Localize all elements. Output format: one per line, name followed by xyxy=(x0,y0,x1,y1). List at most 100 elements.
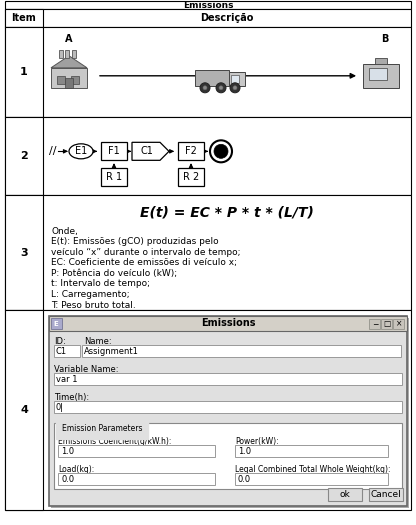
Circle shape xyxy=(203,86,207,90)
Text: EC: Coeficiente de emissões di veículo x;: EC: Coeficiente de emissões di veículo x… xyxy=(51,258,237,268)
FancyBboxPatch shape xyxy=(178,142,204,160)
FancyBboxPatch shape xyxy=(72,50,76,58)
FancyBboxPatch shape xyxy=(51,318,409,508)
Text: Cancel: Cancel xyxy=(371,490,401,499)
Circle shape xyxy=(210,140,232,162)
Circle shape xyxy=(233,86,237,90)
Text: 0.0: 0.0 xyxy=(238,475,251,484)
FancyBboxPatch shape xyxy=(49,316,407,331)
FancyBboxPatch shape xyxy=(54,423,402,489)
Text: 1.0: 1.0 xyxy=(238,446,251,456)
Text: C1: C1 xyxy=(141,146,154,156)
Text: E(t) = EC * P * t * (L/T): E(t) = EC * P * t * (L/T) xyxy=(140,206,314,220)
Text: Emissions: Emissions xyxy=(201,319,255,329)
FancyBboxPatch shape xyxy=(231,75,239,83)
FancyBboxPatch shape xyxy=(5,9,411,27)
FancyBboxPatch shape xyxy=(195,70,229,86)
Circle shape xyxy=(230,83,240,93)
Text: E1: E1 xyxy=(75,146,87,156)
Text: Descrição: Descrição xyxy=(201,13,254,23)
Text: var 1: var 1 xyxy=(56,374,77,383)
FancyBboxPatch shape xyxy=(59,50,63,58)
FancyBboxPatch shape xyxy=(5,1,411,9)
FancyBboxPatch shape xyxy=(5,195,43,310)
Circle shape xyxy=(214,144,228,159)
FancyBboxPatch shape xyxy=(51,318,62,329)
FancyBboxPatch shape xyxy=(57,76,65,84)
FancyBboxPatch shape xyxy=(49,316,407,506)
Text: Name:: Name: xyxy=(84,337,111,346)
FancyBboxPatch shape xyxy=(369,68,387,80)
Text: Power(kW):: Power(kW): xyxy=(235,437,279,446)
Text: 3: 3 xyxy=(20,247,28,257)
Text: Item: Item xyxy=(12,13,36,23)
Text: Emissions: Emissions xyxy=(183,1,233,9)
Ellipse shape xyxy=(69,144,93,159)
FancyBboxPatch shape xyxy=(363,64,399,88)
FancyBboxPatch shape xyxy=(82,345,401,357)
Text: Assignment1: Assignment1 xyxy=(84,346,139,355)
Text: 4: 4 xyxy=(20,405,28,415)
FancyBboxPatch shape xyxy=(229,72,245,86)
FancyBboxPatch shape xyxy=(5,195,411,310)
Text: Emission Parameters: Emission Parameters xyxy=(62,424,143,433)
Text: 0.0: 0.0 xyxy=(61,475,74,484)
FancyBboxPatch shape xyxy=(101,142,127,160)
FancyBboxPatch shape xyxy=(54,373,402,385)
FancyBboxPatch shape xyxy=(5,27,43,117)
Text: 1: 1 xyxy=(20,67,28,77)
Text: P: Potência do veículo (kW);: P: Potência do veículo (kW); xyxy=(51,269,177,278)
FancyBboxPatch shape xyxy=(54,345,80,357)
Text: F2: F2 xyxy=(185,146,197,156)
Text: t: Intervalo de tempo;: t: Intervalo de tempo; xyxy=(51,279,150,289)
Text: E(t): Emissões (gCO) produzidas pelo: E(t): Emissões (gCO) produzidas pelo xyxy=(51,237,219,247)
FancyBboxPatch shape xyxy=(5,117,411,195)
Text: Load(kg):: Load(kg): xyxy=(58,465,94,474)
Text: veículo “x” durante o intervalo de tempo;: veículo “x” durante o intervalo de tempo… xyxy=(51,248,240,257)
Text: ID:: ID: xyxy=(54,337,66,346)
FancyBboxPatch shape xyxy=(369,488,403,501)
FancyBboxPatch shape xyxy=(178,169,204,186)
FancyBboxPatch shape xyxy=(393,319,404,329)
Text: 2: 2 xyxy=(20,151,28,161)
FancyBboxPatch shape xyxy=(71,76,79,84)
FancyBboxPatch shape xyxy=(375,58,387,64)
Text: 0|: 0| xyxy=(56,403,64,412)
Text: R 2: R 2 xyxy=(183,172,199,182)
FancyBboxPatch shape xyxy=(328,488,362,501)
Circle shape xyxy=(216,83,226,93)
Text: T: Peso bruto total.: T: Peso bruto total. xyxy=(51,300,136,310)
FancyBboxPatch shape xyxy=(5,310,43,510)
Text: E: E xyxy=(54,320,58,327)
Circle shape xyxy=(219,86,223,90)
Text: ok: ok xyxy=(339,490,350,499)
Text: ×: × xyxy=(396,319,402,328)
FancyBboxPatch shape xyxy=(54,401,402,413)
Text: Variable Name:: Variable Name: xyxy=(54,365,119,374)
Text: A: A xyxy=(65,34,73,44)
FancyBboxPatch shape xyxy=(381,319,392,329)
Text: C1: C1 xyxy=(56,346,67,355)
FancyBboxPatch shape xyxy=(369,319,380,329)
Polygon shape xyxy=(132,142,169,160)
FancyBboxPatch shape xyxy=(235,473,388,485)
FancyBboxPatch shape xyxy=(65,50,69,58)
Text: F1: F1 xyxy=(108,146,120,156)
FancyBboxPatch shape xyxy=(5,9,43,27)
FancyBboxPatch shape xyxy=(5,27,411,117)
Text: ─: ─ xyxy=(373,319,377,328)
FancyBboxPatch shape xyxy=(51,68,87,88)
Circle shape xyxy=(200,83,210,93)
Text: R 1: R 1 xyxy=(106,172,122,182)
Text: L: Carregamento;: L: Carregamento; xyxy=(51,290,130,299)
Text: B: B xyxy=(381,34,389,44)
Text: Emissions Coeficient(g/kW.h):: Emissions Coeficient(g/kW.h): xyxy=(58,437,171,446)
Polygon shape xyxy=(51,56,87,68)
FancyBboxPatch shape xyxy=(235,445,388,457)
FancyBboxPatch shape xyxy=(65,78,73,88)
FancyBboxPatch shape xyxy=(58,473,215,485)
FancyBboxPatch shape xyxy=(101,169,127,186)
Text: □: □ xyxy=(384,319,391,328)
FancyBboxPatch shape xyxy=(58,445,215,457)
Text: 1.0: 1.0 xyxy=(61,446,74,456)
